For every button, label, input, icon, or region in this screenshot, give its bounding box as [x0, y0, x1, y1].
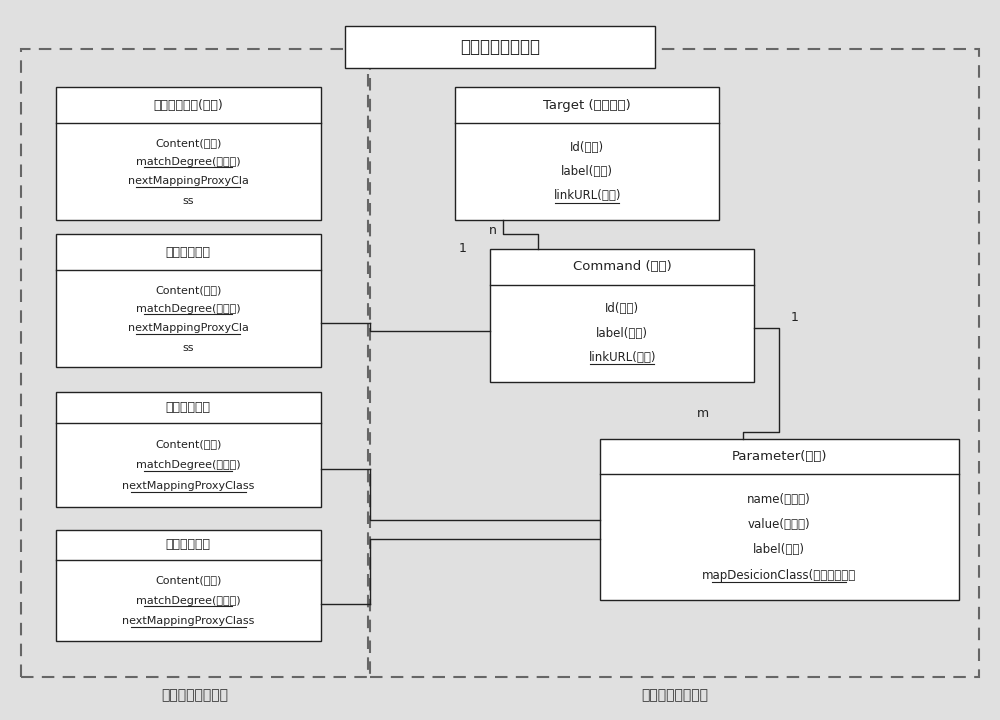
Text: 初级响应节点: 初级响应节点: [166, 246, 211, 259]
Text: value(参数値): value(参数値): [748, 518, 811, 531]
Text: 指令资源数据结构: 指令资源数据结构: [460, 38, 540, 56]
Text: Parameter(参数): Parameter(参数): [731, 450, 827, 463]
Text: 1: 1: [459, 243, 467, 256]
Bar: [56, 392, 320, 507]
Text: 初级响应节点: 初级响应节点: [166, 401, 211, 414]
Text: Content(内容): Content(内容): [155, 138, 222, 148]
Text: n: n: [489, 225, 497, 238]
Text: 初级响应节点(孤立): 初级响应节点(孤立): [153, 99, 223, 112]
Text: Target (指令目标): Target (指令目标): [543, 99, 631, 112]
Text: Id(编号): Id(编号): [570, 141, 604, 154]
Text: mapDesicionClass(映射决策类）: mapDesicionClass(映射决策类）: [702, 569, 856, 582]
Text: Content(内容): Content(内容): [155, 284, 222, 294]
Text: matchDegree(匹配度): matchDegree(匹配度): [136, 595, 241, 606]
Text: Content(内容): Content(内容): [155, 439, 222, 449]
Text: matchDegree(匹配度): matchDegree(匹配度): [136, 460, 241, 470]
Text: matchDegree(匹配度): matchDegree(匹配度): [136, 157, 241, 167]
Text: ss: ss: [183, 196, 194, 206]
Text: ss: ss: [183, 343, 194, 353]
Text: Command (命令): Command (命令): [573, 260, 672, 274]
Text: 初级响应节点: 初级响应节点: [166, 539, 211, 552]
Bar: [600, 439, 959, 600]
Text: Id(编号): Id(编号): [605, 302, 639, 315]
Text: nextMappingProxyCla: nextMappingProxyCla: [128, 176, 249, 186]
Text: linkURL(链接): linkURL(链接): [588, 351, 656, 364]
Bar: [56, 87, 320, 220]
Bar: [56, 530, 320, 641]
Text: nextMappingProxyClass: nextMappingProxyClass: [122, 616, 255, 626]
Text: matchDegree(匹配度): matchDegree(匹配度): [136, 304, 241, 314]
Text: nextMappingProxyCla: nextMappingProxyCla: [128, 323, 249, 333]
Bar: [21, 50, 368, 677]
Text: m: m: [697, 408, 709, 420]
Text: linkURL(链接): linkURL(链接): [554, 189, 621, 202]
Bar: [370, 50, 979, 677]
Bar: [455, 87, 719, 220]
Bar: [490, 249, 754, 382]
Bar: [56, 235, 320, 367]
Text: 初级响应资源部分: 初级响应资源部分: [161, 688, 228, 703]
Text: 1: 1: [790, 311, 798, 324]
Text: label(文本): label(文本): [561, 165, 613, 179]
Text: label(文本): label(文本): [596, 327, 648, 340]
Bar: [345, 27, 655, 68]
Text: 次级响应资源部分: 次级响应资源部分: [641, 688, 708, 703]
Text: name(参数名): name(参数名): [747, 493, 811, 506]
Text: nextMappingProxyClass: nextMappingProxyClass: [122, 481, 255, 491]
Text: label(文本): label(文本): [753, 544, 805, 557]
Text: Content(内容): Content(内容): [155, 575, 222, 585]
